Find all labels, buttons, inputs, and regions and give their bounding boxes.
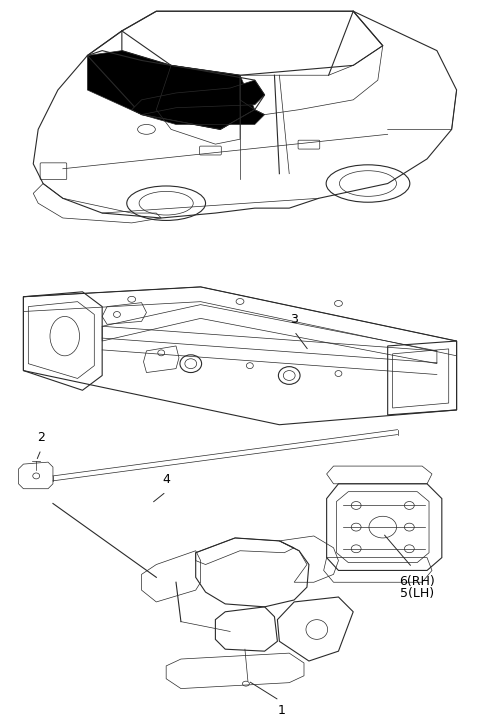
Text: 3: 3 xyxy=(290,313,298,326)
Polygon shape xyxy=(132,80,264,114)
Text: 4: 4 xyxy=(162,473,170,486)
Text: 6(RH): 6(RH) xyxy=(399,575,435,588)
Text: 1: 1 xyxy=(277,704,285,717)
Polygon shape xyxy=(142,109,264,130)
Text: 2: 2 xyxy=(37,431,45,444)
Text: 5(LH): 5(LH) xyxy=(400,588,434,600)
Polygon shape xyxy=(87,50,255,130)
